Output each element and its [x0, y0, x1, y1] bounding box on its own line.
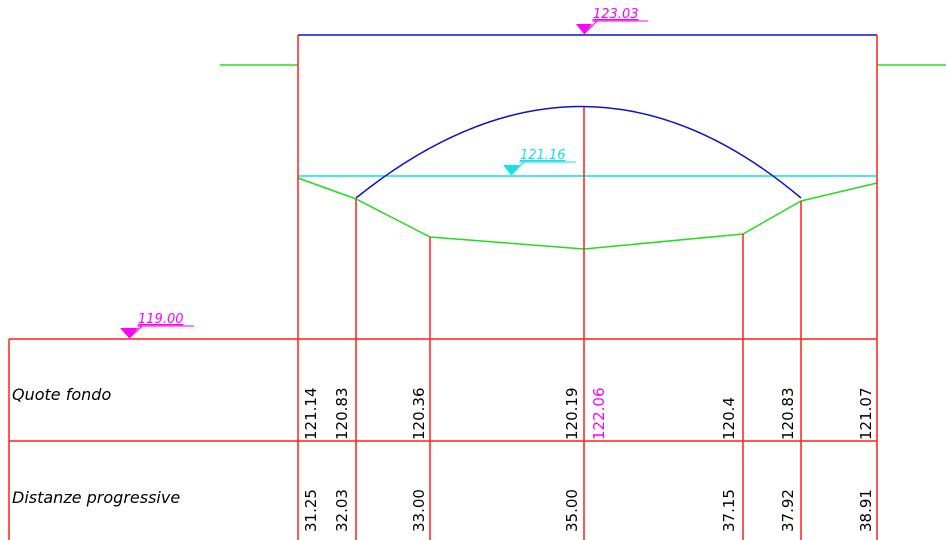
- distance-value: 38.91: [857, 489, 875, 532]
- elevation-value: 120.19: [563, 388, 581, 441]
- distance-value: 37.92: [779, 489, 797, 532]
- datum-triangle-icon: [120, 328, 138, 338]
- culvert-arch: [355, 105, 802, 199]
- water-triangle-icon: [503, 165, 520, 175]
- elevation-value: 120.83: [333, 388, 351, 441]
- elevation-leader-line: [583, 20, 598, 35]
- data-table-frame: [8, 338, 877, 540]
- elevation-value: 120.36: [410, 388, 428, 441]
- distance-value: 35.00: [563, 489, 581, 532]
- elevation-label-top: 123.03: [593, 7, 639, 22]
- elevation-label-datum: 119.00: [138, 312, 184, 327]
- distance-value: 33.00: [410, 489, 428, 532]
- elevation-marker-water: 121.16: [503, 148, 576, 176]
- center-elevation-value: 122.06: [590, 388, 608, 441]
- table-column-values: 121.14 31.25 120.83 32.03 120.36 33.00 120.19 3…: [302, 388, 875, 533]
- distance-value: 31.25: [302, 489, 320, 532]
- distance-value: 32.03: [333, 489, 351, 532]
- datum-leader-line: [128, 325, 143, 339]
- row-label-distanze: Distanze progressive: [12, 488, 180, 507]
- elevation-value: 120.83: [779, 388, 797, 441]
- elevation-label-water: 121.16: [520, 148, 566, 163]
- elevation-value: 121.14: [302, 388, 320, 441]
- distance-value: 37.15: [720, 489, 738, 532]
- elevation-triangle-icon: [576, 24, 592, 34]
- elevation-marker-datum: 119.00: [120, 312, 194, 339]
- water-leader-line: [510, 161, 525, 176]
- elevation-marker-top: 123.03: [576, 7, 648, 35]
- elevation-value: 120.4: [720, 397, 738, 440]
- row-label-quote-fondo: Quote fondo: [12, 385, 111, 404]
- elevation-value: 121.07: [857, 388, 875, 441]
